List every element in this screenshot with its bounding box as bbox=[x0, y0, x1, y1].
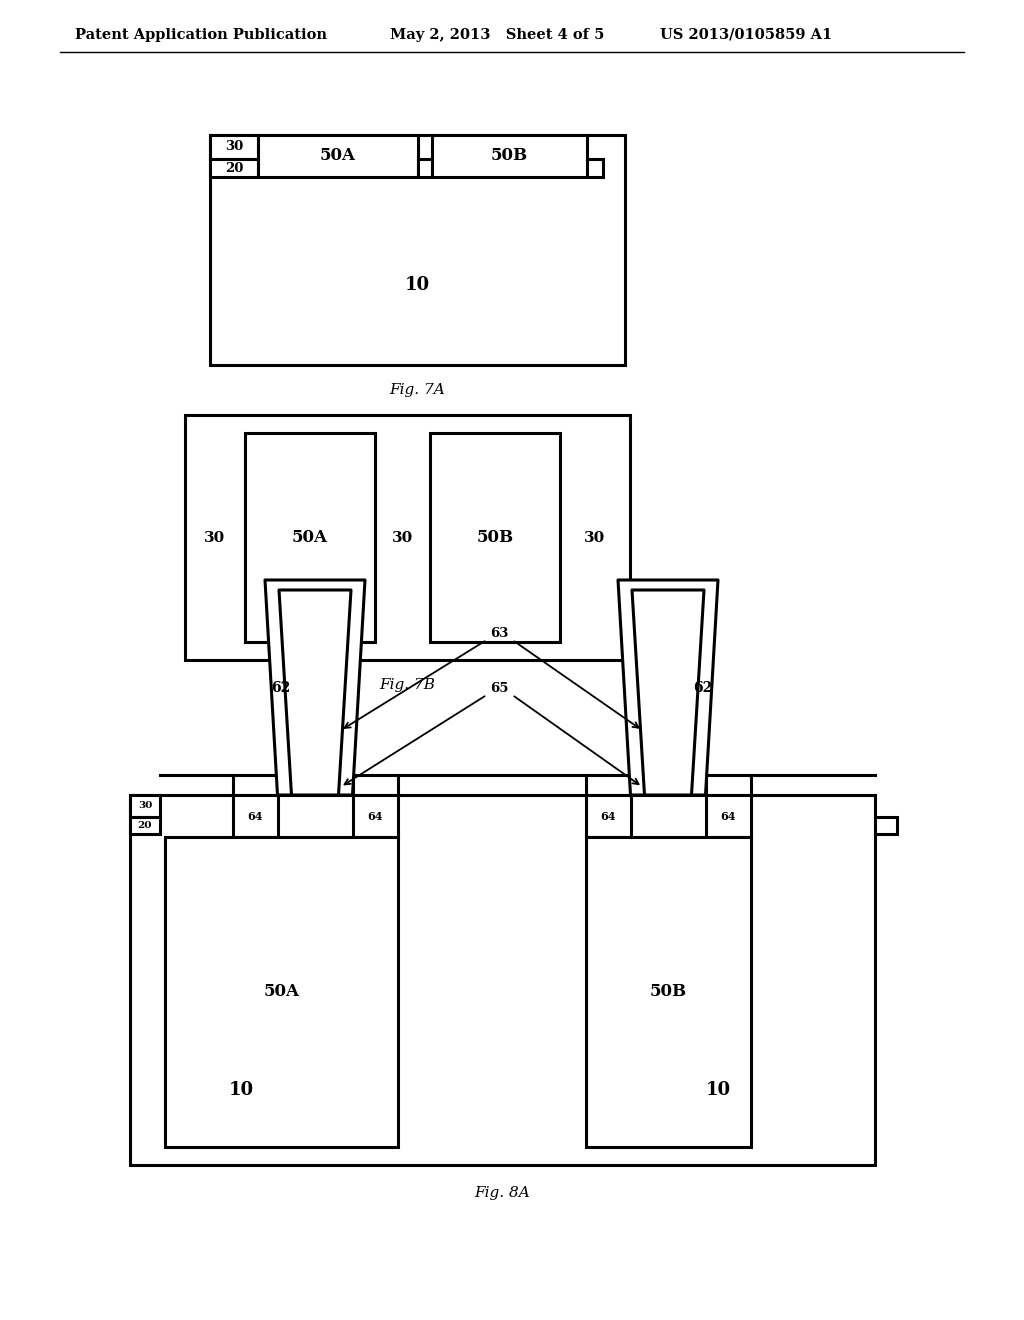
Text: 30: 30 bbox=[205, 531, 225, 544]
Bar bbox=[258, 135, 418, 177]
Text: 64: 64 bbox=[600, 810, 615, 821]
Text: 64: 64 bbox=[720, 810, 736, 821]
Bar bbox=[210, 135, 258, 158]
Bar bbox=[586, 775, 631, 795]
Bar bbox=[586, 795, 631, 837]
Text: 64: 64 bbox=[247, 810, 263, 821]
Text: 50A: 50A bbox=[319, 148, 356, 165]
Text: 30: 30 bbox=[392, 531, 413, 544]
Text: 10: 10 bbox=[404, 276, 430, 294]
Bar bbox=[352, 795, 397, 837]
Text: 30: 30 bbox=[225, 140, 243, 153]
Bar bbox=[185, 414, 630, 660]
Text: Patent Application Publication: Patent Application Publication bbox=[75, 28, 327, 42]
Polygon shape bbox=[265, 579, 365, 795]
Text: 10: 10 bbox=[228, 1081, 254, 1100]
Bar bbox=[706, 775, 751, 795]
Text: US 2013/0105859 A1: US 2013/0105859 A1 bbox=[660, 28, 833, 42]
Text: 61: 61 bbox=[662, 780, 675, 789]
Text: 61: 61 bbox=[308, 780, 322, 789]
Bar bbox=[165, 837, 397, 1147]
Text: 20: 20 bbox=[225, 161, 243, 174]
Bar bbox=[352, 775, 397, 795]
Bar bbox=[587, 158, 603, 177]
Bar bbox=[586, 837, 751, 1147]
Bar bbox=[301, 775, 329, 795]
Bar bbox=[232, 795, 278, 837]
Bar bbox=[245, 433, 375, 642]
Bar bbox=[232, 775, 278, 795]
Text: 64: 64 bbox=[368, 810, 383, 821]
Text: May 2, 2013   Sheet 4 of 5: May 2, 2013 Sheet 4 of 5 bbox=[390, 28, 604, 42]
Text: 30: 30 bbox=[138, 801, 153, 810]
Text: 20: 20 bbox=[138, 821, 153, 830]
Bar bbox=[210, 158, 258, 177]
Text: 63: 63 bbox=[490, 627, 508, 640]
Text: 65: 65 bbox=[490, 682, 509, 696]
Text: 62: 62 bbox=[271, 681, 290, 694]
Text: 50B: 50B bbox=[490, 148, 528, 165]
Text: 10: 10 bbox=[706, 1081, 730, 1100]
Bar bbox=[210, 135, 625, 366]
Bar bbox=[706, 795, 751, 837]
Bar bbox=[430, 433, 560, 642]
Polygon shape bbox=[279, 590, 351, 795]
Text: 30: 30 bbox=[585, 531, 605, 544]
Bar bbox=[130, 795, 874, 1166]
Text: 50A: 50A bbox=[292, 529, 328, 546]
Text: 62: 62 bbox=[693, 681, 712, 694]
Text: Fig. 7A: Fig. 7A bbox=[389, 383, 445, 397]
Text: Fig. 7B: Fig. 7B bbox=[380, 678, 435, 692]
Bar bbox=[418, 158, 432, 177]
Bar bbox=[654, 775, 682, 795]
Text: 50A: 50A bbox=[263, 983, 299, 1001]
Bar bbox=[432, 135, 587, 177]
Bar bbox=[130, 795, 160, 817]
Text: Fig. 8A: Fig. 8A bbox=[475, 1185, 530, 1200]
Bar bbox=[130, 817, 160, 834]
Polygon shape bbox=[632, 590, 705, 795]
Text: 50B: 50B bbox=[476, 529, 514, 546]
Polygon shape bbox=[618, 579, 718, 795]
Text: 50B: 50B bbox=[649, 983, 686, 1001]
Bar bbox=[874, 817, 897, 834]
